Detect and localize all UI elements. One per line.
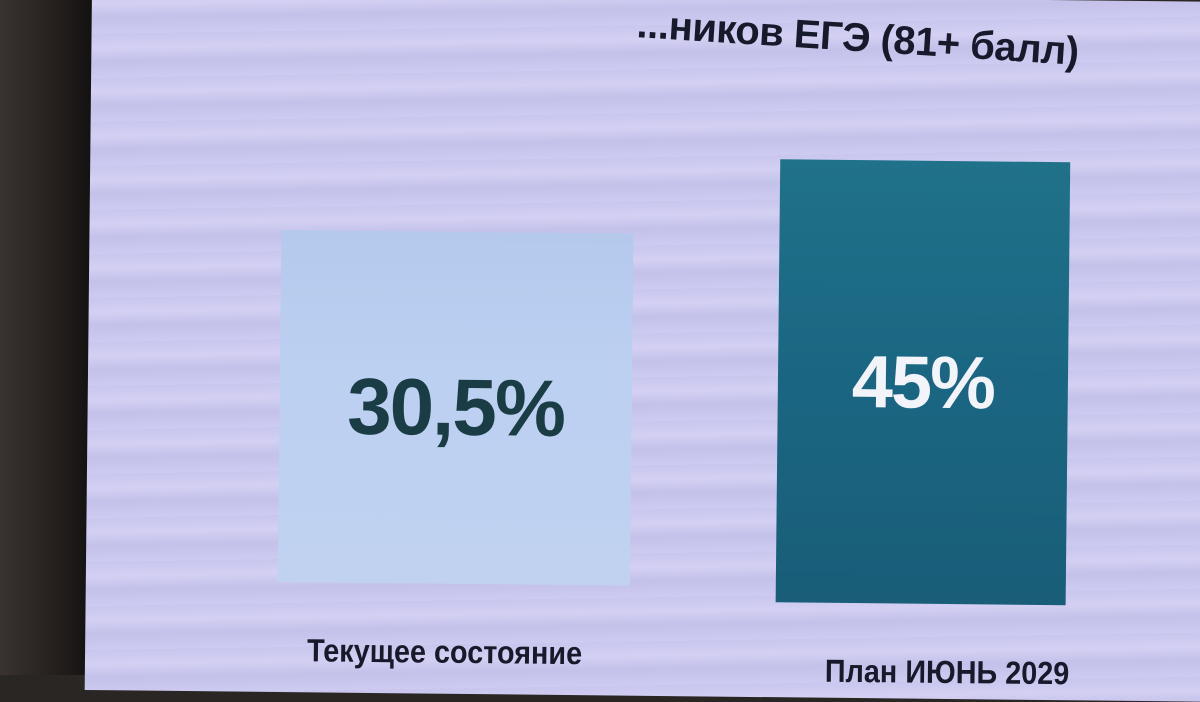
bar-current-state: 30,5% — [277, 229, 634, 586]
category-label-current: Текущее состояние — [306, 632, 583, 672]
category-label-plan: План ИЮНЬ 2029 — [824, 652, 1070, 692]
data-label-plan: 45% — [851, 339, 995, 425]
screen-bezel — [0, 0, 95, 675]
data-label-current: 30,5% — [346, 361, 565, 453]
bar-plan-2029: 45% — [775, 158, 1071, 606]
presentation-slide: ...ников ЕГЭ (81+ балл) 30,5% 45% Текуще… — [84, 0, 1200, 702]
chart-title: ...ников ЕГЭ (81+ балл) — [635, 2, 1081, 74]
